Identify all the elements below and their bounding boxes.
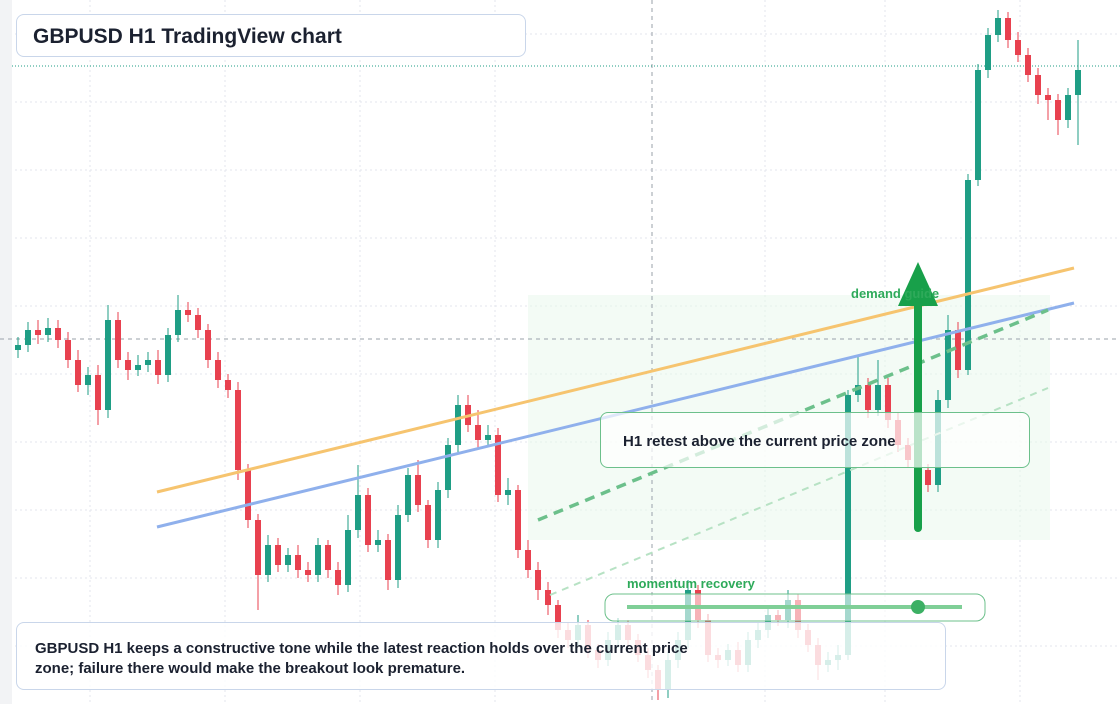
candle-body	[335, 570, 341, 585]
annotation: momentum recovery	[627, 576, 755, 591]
candle-body	[145, 360, 151, 365]
candle-body	[535, 570, 541, 590]
candle-body	[485, 435, 491, 440]
title-box: GBPUSD H1 TradingView chart	[16, 14, 526, 57]
candle-body	[155, 360, 161, 375]
candle-body	[165, 335, 171, 375]
candle-body	[475, 425, 481, 440]
candle-body	[95, 375, 101, 410]
momentum-knob	[911, 600, 925, 614]
candle-body	[1005, 18, 1011, 40]
caption: GBPUSD H1 keeps a constructive tone whil…	[35, 640, 688, 677]
candle-body	[185, 310, 191, 315]
candle-body	[15, 345, 21, 350]
candle-body	[125, 360, 131, 370]
candle-body	[295, 555, 301, 570]
candle-body	[1015, 40, 1021, 55]
candle-body	[65, 340, 71, 360]
annotation: demand guide	[851, 286, 940, 301]
candle-body	[235, 390, 241, 470]
annotation-box: H1 retest above the current price zone	[600, 412, 1030, 468]
candle-body	[455, 405, 461, 445]
candle-body	[1035, 75, 1041, 95]
candle-body	[1065, 95, 1071, 120]
candle-body	[425, 505, 431, 540]
candle-body	[365, 495, 371, 545]
candle-body	[195, 315, 201, 330]
candle-body	[305, 570, 311, 575]
candle-body	[55, 328, 61, 340]
candle-body	[115, 320, 121, 360]
candle-body	[85, 375, 91, 385]
candle-body	[865, 385, 871, 410]
candle-body	[885, 385, 891, 420]
candle-body	[1075, 70, 1081, 95]
left-edge	[0, 0, 12, 704]
candle-body	[105, 320, 111, 410]
candle-body	[525, 550, 531, 570]
chart-title: GBPUSD H1 TradingView chart	[33, 25, 342, 48]
candle-body	[245, 470, 251, 520]
candle-body	[175, 310, 181, 335]
candle-body	[495, 435, 501, 495]
candle-body	[985, 35, 991, 70]
candle-body	[355, 495, 361, 530]
candle-body	[75, 360, 81, 385]
candle-body	[215, 360, 221, 380]
candle-body	[315, 545, 321, 575]
candle-body	[925, 470, 931, 485]
candle-body	[345, 530, 351, 585]
arrow-head	[898, 262, 938, 306]
candle-body	[435, 490, 441, 540]
candle-body	[955, 330, 961, 370]
candle-body	[445, 445, 451, 490]
candle-body	[225, 380, 231, 390]
candle-body	[205, 330, 211, 360]
candle-body	[325, 545, 331, 570]
candle-body	[975, 70, 981, 180]
candle-body	[1025, 55, 1031, 75]
candle-body	[405, 475, 411, 515]
candle-body	[255, 520, 261, 575]
candle-body	[555, 605, 561, 630]
candle-body	[845, 395, 851, 655]
candle-body	[1045, 95, 1051, 100]
candle-body	[505, 490, 511, 495]
annotation: H1 retest above the current price zone	[623, 433, 896, 450]
candle-body	[1055, 100, 1061, 120]
caption-box: GBPUSD H1 keeps a constructive tone whil…	[16, 622, 946, 690]
candle-body	[395, 515, 401, 580]
candle-body	[275, 545, 281, 565]
candle-body	[45, 328, 51, 335]
candle-body	[415, 475, 421, 505]
candle-body	[385, 540, 391, 580]
candle-body	[995, 18, 1001, 35]
candle-body	[35, 330, 41, 335]
candle-body	[375, 540, 381, 545]
candle-body	[25, 330, 31, 345]
candle-body	[135, 365, 141, 370]
candle-body	[265, 545, 271, 575]
candle-body	[545, 590, 551, 605]
candle-body	[515, 490, 521, 550]
candle-body	[285, 555, 291, 565]
candle-body	[945, 330, 951, 400]
candle-body	[965, 180, 971, 370]
candle-body	[875, 385, 881, 410]
